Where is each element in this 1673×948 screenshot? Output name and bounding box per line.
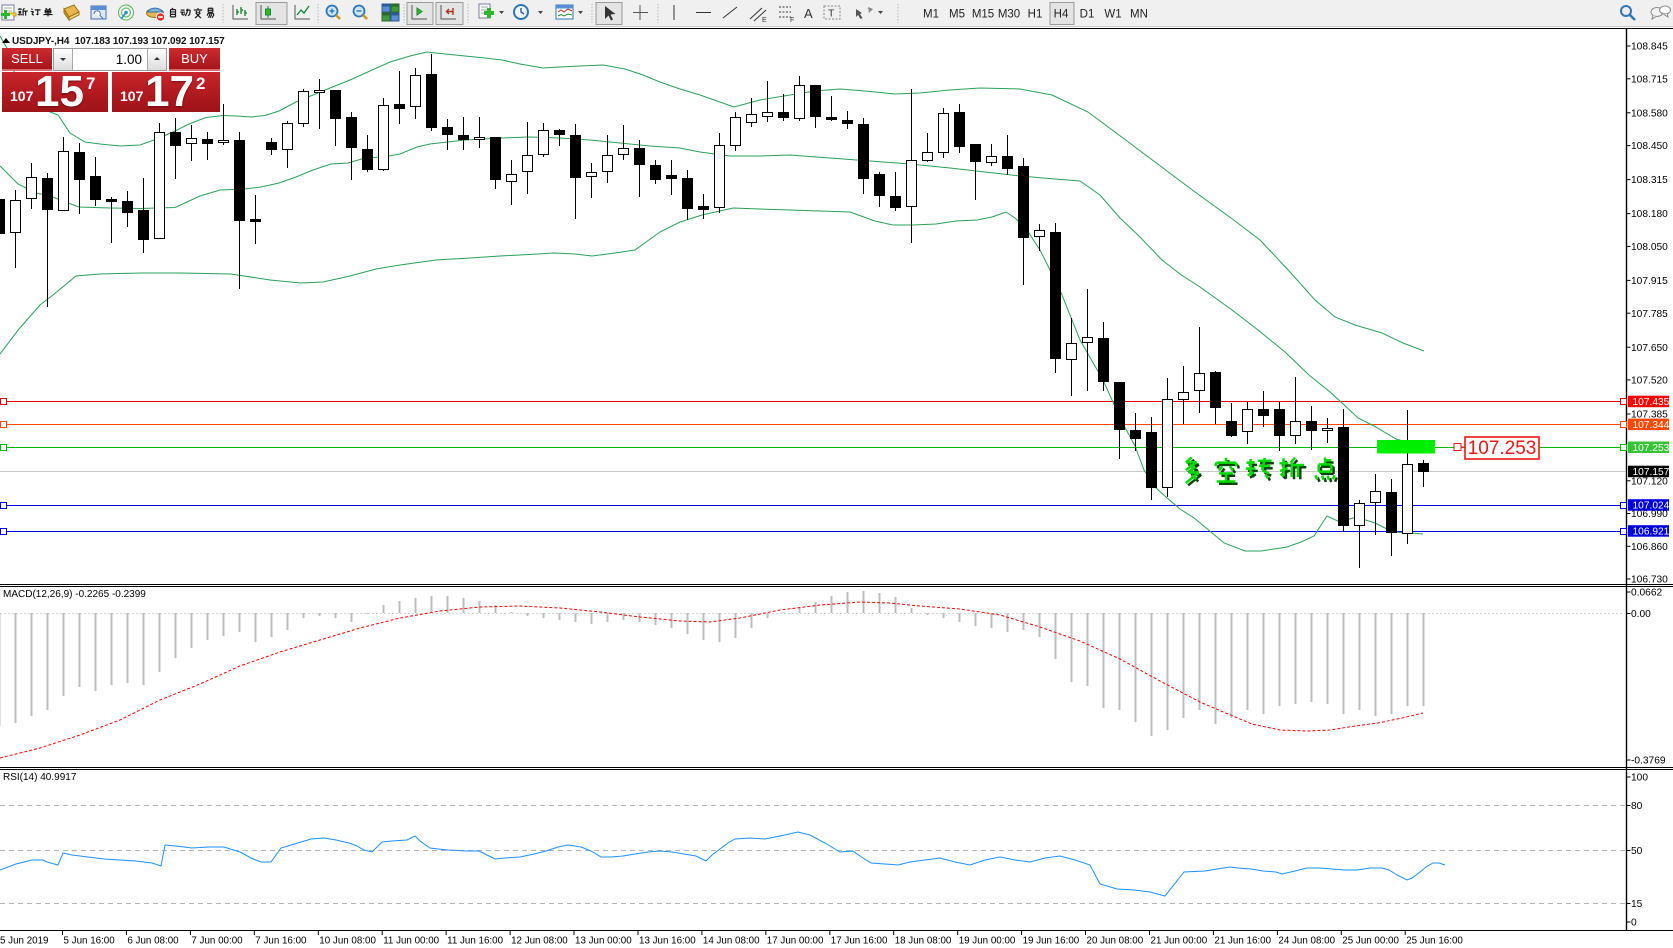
svg-text:80: 80 [1631, 801, 1643, 812]
svg-text:108.315: 108.315 [1631, 175, 1668, 186]
svg-text:15: 15 [1631, 899, 1643, 910]
svg-text:106.921: 106.921 [1633, 527, 1670, 538]
svg-text:H1: H1 [1028, 9, 1043, 21]
svg-text:7 Jun 00:00: 7 Jun 00:00 [191, 936, 243, 947]
svg-text:106.990: 106.990 [1631, 509, 1668, 520]
svg-text:108.180: 108.180 [1631, 209, 1668, 220]
svg-text:13 Jun 00:00: 13 Jun 00:00 [575, 936, 632, 947]
svg-text:107.915: 107.915 [1631, 276, 1668, 287]
svg-text:0.00: 0.00 [1631, 609, 1651, 620]
svg-text:108.050: 108.050 [1631, 242, 1668, 253]
svg-text:21 Jun 16:00: 21 Jun 16:00 [1214, 936, 1271, 947]
svg-text:106.860: 106.860 [1631, 542, 1668, 553]
svg-text:20 Jun 08:00: 20 Jun 08:00 [1087, 936, 1144, 947]
svg-text:F: F [790, 17, 794, 24]
svg-text:-0.3769: -0.3769 [1631, 756, 1666, 767]
svg-text:108.580: 108.580 [1631, 108, 1668, 119]
svg-text:107.120: 107.120 [1631, 476, 1668, 487]
svg-text:107.435: 107.435 [1633, 397, 1670, 408]
svg-text:M1: M1 [923, 9, 939, 21]
svg-text:14 Jun 08:00: 14 Jun 08:00 [703, 936, 760, 947]
svg-text:MN: MN [1130, 9, 1148, 21]
svg-text:13 Jun 16:00: 13 Jun 16:00 [639, 936, 696, 947]
svg-text:107.520: 107.520 [1631, 376, 1668, 387]
svg-text:11 Jun 00:00: 11 Jun 00:00 [383, 936, 439, 947]
svg-text:108.715: 108.715 [1631, 74, 1668, 85]
svg-text:107.344: 107.344 [1633, 420, 1670, 431]
svg-text:25 Jun 00:00: 25 Jun 00:00 [1342, 936, 1399, 947]
svg-text:6 Jun 08:00: 6 Jun 08:00 [127, 936, 179, 947]
svg-text:D1: D1 [1080, 9, 1095, 21]
svg-text:5 Jun 16:00: 5 Jun 16:00 [64, 936, 116, 947]
svg-text:107.253: 107.253 [1633, 443, 1670, 454]
svg-text:5 Jun 2019: 5 Jun 2019 [0, 936, 48, 947]
svg-text:107.385: 107.385 [1631, 410, 1668, 421]
svg-text:12 Jun 08:00: 12 Jun 08:00 [511, 936, 568, 947]
svg-text:107.253: 107.253 [1468, 438, 1537, 459]
svg-text:106.730: 106.730 [1631, 575, 1668, 586]
svg-text:H4: H4 [1054, 9, 1069, 21]
svg-text:M30: M30 [998, 9, 1020, 21]
svg-text:0: 0 [1631, 918, 1637, 929]
svg-text:25 Jun 16:00: 25 Jun 16:00 [1406, 936, 1463, 947]
svg-text:MACD(12,26,9) -0.2265 -0.2399: MACD(12,26,9) -0.2265 -0.2399 [3, 589, 146, 600]
svg-text:M15: M15 [972, 9, 994, 21]
svg-text:M5: M5 [949, 9, 965, 21]
svg-text:RSI(14) 40.9917: RSI(14) 40.9917 [3, 772, 77, 783]
svg-text:11 Jun 16:00: 11 Jun 16:00 [447, 936, 503, 947]
svg-text:7 Jun 16:00: 7 Jun 16:00 [255, 936, 307, 947]
svg-text:108.845: 108.845 [1631, 42, 1668, 53]
svg-text:10 Jun 08:00: 10 Jun 08:00 [319, 936, 376, 947]
svg-text:A: A [804, 6, 813, 21]
svg-text:108.450: 108.450 [1631, 141, 1668, 152]
svg-text:17 Jun 16:00: 17 Jun 16:00 [831, 936, 888, 947]
svg-text:18 Jun 08:00: 18 Jun 08:00 [895, 936, 952, 947]
svg-text:19 Jun 00:00: 19 Jun 00:00 [959, 936, 1016, 947]
svg-text:0.0662: 0.0662 [1631, 588, 1662, 599]
svg-text:100: 100 [1631, 773, 1648, 784]
svg-text:50: 50 [1631, 846, 1643, 857]
svg-text:21 Jun 00:00: 21 Jun 00:00 [1151, 936, 1208, 947]
svg-text:17 Jun 00:00: 17 Jun 00:00 [767, 936, 824, 947]
svg-text:19 Jun 16:00: 19 Jun 16:00 [1023, 936, 1080, 947]
svg-text:T: T [828, 8, 835, 20]
svg-text:107.650: 107.650 [1631, 343, 1668, 354]
svg-text:107.785: 107.785 [1631, 309, 1668, 320]
svg-text:107.024: 107.024 [1633, 501, 1670, 512]
svg-text:107.157: 107.157 [1633, 467, 1670, 478]
svg-text:W1: W1 [1104, 9, 1121, 21]
svg-text:24 Jun 08:00: 24 Jun 08:00 [1278, 936, 1335, 947]
svg-text:E: E [762, 17, 767, 24]
